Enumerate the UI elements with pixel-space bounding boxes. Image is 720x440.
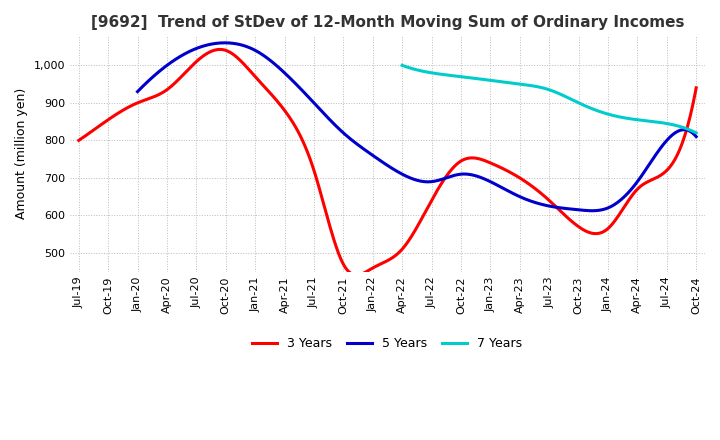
- 7 Years: [398, 63, 407, 68]
- 3 Years: [692, 85, 701, 91]
- Legend: 3 Years, 5 Years, 7 Years: 3 Years, 5 Years, 7 Years: [248, 332, 528, 355]
- 5 Years: [588, 208, 596, 213]
- 3 Years: [374, 263, 382, 268]
- 7 Years: [685, 127, 693, 132]
- 5 Years: [593, 208, 602, 213]
- 3 Years: [411, 227, 420, 233]
- 7 Years: [573, 99, 582, 105]
- 5 Years: [133, 89, 142, 94]
- 3 Years: [215, 47, 224, 52]
- 3 Years: [583, 229, 592, 235]
- 7 Years: [557, 92, 566, 97]
- 3 Years: [680, 136, 688, 141]
- 3 Years: [74, 138, 83, 143]
- 3 Years: [370, 264, 379, 270]
- 5 Years: [680, 127, 689, 132]
- 3 Years: [444, 170, 453, 176]
- 5 Years: [220, 40, 229, 45]
- 7 Years: [539, 85, 548, 91]
- Title: [9692]  Trend of StDev of 12-Month Moving Sum of Ordinary Incomes: [9692] Trend of StDev of 12-Month Moving…: [91, 15, 684, 30]
- 5 Years: [692, 134, 701, 139]
- Line: 5 Years: 5 Years: [138, 43, 696, 211]
- Line: 3 Years: 3 Years: [78, 49, 696, 275]
- 7 Years: [639, 118, 647, 123]
- Y-axis label: Amount (million yen): Amount (million yen): [15, 88, 28, 219]
- 5 Years: [467, 172, 475, 177]
- 7 Years: [538, 85, 546, 90]
- 5 Years: [436, 177, 445, 182]
- 3 Years: [353, 272, 361, 278]
- 7 Years: [692, 130, 701, 136]
- 5 Years: [400, 172, 408, 178]
- 5 Years: [403, 174, 412, 180]
- Line: 7 Years: 7 Years: [402, 66, 696, 133]
